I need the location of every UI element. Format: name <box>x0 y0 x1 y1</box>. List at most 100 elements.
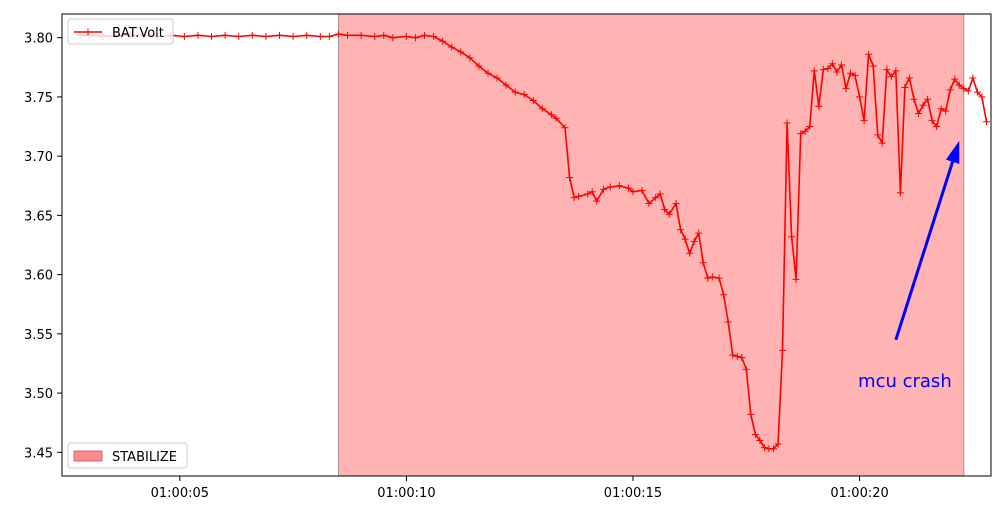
data-point <box>837 61 845 69</box>
data-point <box>334 30 342 38</box>
data-point <box>380 31 388 39</box>
data-point <box>615 182 623 190</box>
data-point <box>661 205 669 213</box>
data-point <box>856 93 864 101</box>
data-point <box>973 88 981 96</box>
data-point <box>751 431 759 439</box>
data-point <box>788 233 796 241</box>
data-point <box>600 185 608 193</box>
data-point <box>738 354 746 362</box>
data-point <box>262 33 270 41</box>
data-point <box>276 31 284 39</box>
y-tick-label: 3.55 <box>24 328 53 343</box>
data-point <box>860 117 868 125</box>
legend-series-box <box>67 18 174 45</box>
x-tick-label: 01:00:20 <box>830 486 888 501</box>
data-point <box>715 274 723 282</box>
data-point <box>815 102 823 110</box>
data-point <box>910 95 918 103</box>
data-point <box>235 33 243 41</box>
data-point <box>978 93 986 101</box>
data-point <box>194 31 202 39</box>
legend-mode-label: STABILIZE <box>112 450 177 465</box>
y-tick-label: 3.65 <box>24 209 53 224</box>
data-point <box>883 66 891 74</box>
y-tick-label: 3.50 <box>24 387 53 402</box>
data-point <box>538 105 546 113</box>
data-point <box>708 273 716 281</box>
data-point <box>914 110 922 118</box>
legend-mode[interactable]: STABILIZE <box>67 442 188 469</box>
data-point <box>493 74 501 82</box>
data-point <box>828 60 836 68</box>
data-point <box>430 33 438 41</box>
data-point <box>783 119 791 127</box>
data-point <box>724 318 732 326</box>
data-point <box>645 200 653 208</box>
data-point <box>575 192 583 200</box>
data-point <box>896 189 904 197</box>
data-point <box>806 123 814 131</box>
data-point <box>964 87 972 95</box>
data-point <box>742 365 750 373</box>
x-tick-label: 01:00:05 <box>151 486 209 501</box>
data-point <box>652 194 660 202</box>
data-point <box>389 34 397 42</box>
y-tick-label: 3.70 <box>24 150 53 165</box>
data-point <box>690 237 698 245</box>
legend-series[interactable]: BAT.Volt <box>67 18 174 45</box>
data-point <box>819 66 827 74</box>
data-point <box>733 352 741 360</box>
data-point <box>570 194 578 202</box>
data-point <box>756 436 764 444</box>
data-point <box>797 130 805 138</box>
data-point <box>874 131 882 139</box>
data-point <box>547 111 555 119</box>
data-point <box>842 85 850 93</box>
data-point <box>606 183 614 191</box>
data-point <box>180 33 188 41</box>
data-point <box>933 123 941 131</box>
data-point <box>439 37 447 45</box>
data-point <box>928 117 936 125</box>
data-point <box>638 187 646 195</box>
data-point <box>665 210 673 218</box>
data-point <box>887 73 895 81</box>
data-point <box>801 127 809 135</box>
data-point <box>475 62 483 70</box>
data-point <box>303 31 311 39</box>
data-point <box>484 69 492 77</box>
data-point <box>946 86 954 94</box>
data-point <box>552 114 560 122</box>
data-point <box>905 74 913 82</box>
data-point <box>982 118 990 126</box>
data-point <box>865 50 873 58</box>
data-point <box>588 188 596 196</box>
data-point <box>343 31 351 39</box>
y-tick-label: 3.80 <box>24 32 53 47</box>
y-tick-label: 3.75 <box>24 91 53 106</box>
data-point <box>325 33 333 41</box>
data-point <box>466 54 474 62</box>
data-point <box>529 96 537 104</box>
data-point <box>566 173 574 181</box>
data-point <box>901 83 909 91</box>
data-point <box>774 440 782 448</box>
data-point <box>357 31 365 39</box>
data-point <box>248 31 256 39</box>
data-point <box>289 33 297 41</box>
data-point <box>624 184 632 192</box>
data-point <box>520 91 528 99</box>
data-point <box>593 197 601 205</box>
data-point <box>869 62 877 70</box>
y-tick-label: 3.45 <box>24 446 53 461</box>
data-point <box>878 139 886 147</box>
data-point <box>402 33 410 41</box>
data-point <box>951 75 959 83</box>
data-point <box>769 445 777 453</box>
data-point <box>699 259 707 267</box>
data-point <box>656 190 664 198</box>
annotation-text: mcu crash <box>858 371 952 392</box>
data-point <box>502 81 510 89</box>
x-tick-label: 01:00:10 <box>377 486 435 501</box>
